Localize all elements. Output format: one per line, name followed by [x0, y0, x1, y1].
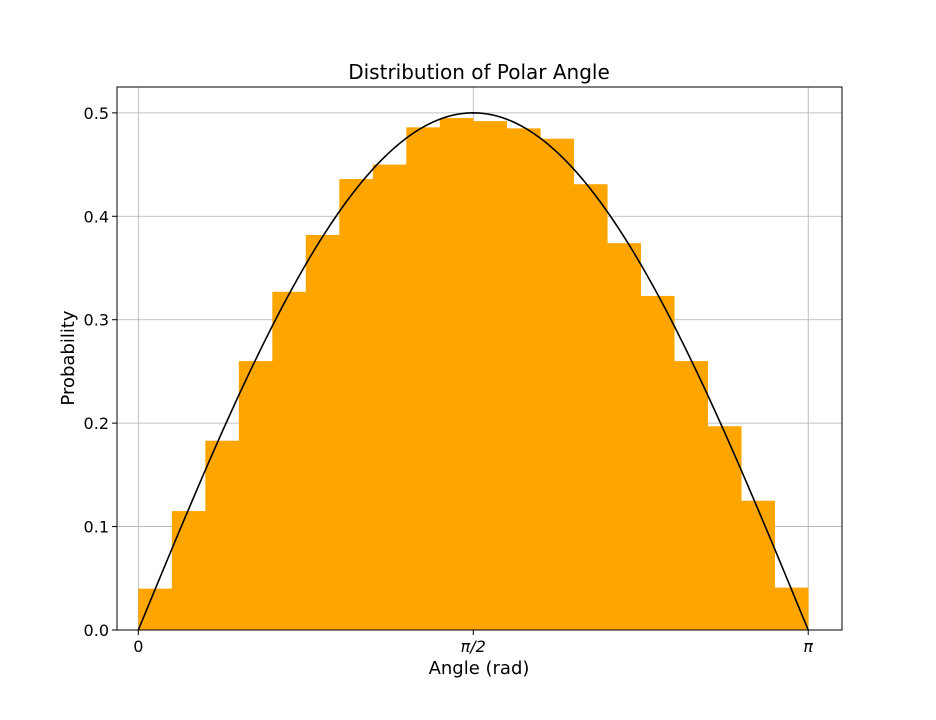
x-tick-label: π/2: [461, 637, 486, 656]
histogram-bar: [406, 127, 441, 630]
histogram-bar: [205, 440, 240, 630]
histogram-bar: [607, 243, 642, 631]
histogram-bar: [138, 588, 173, 630]
x-tick-label: 0: [133, 637, 143, 656]
histogram-bar: [506, 128, 541, 630]
chart-title: Distribution of Polar Angle: [348, 60, 610, 84]
histogram-bar: [339, 179, 374, 630]
y-tick-label: 0.4: [84, 207, 109, 226]
histogram-bar: [171, 511, 206, 630]
x-tick-label: π: [803, 637, 813, 656]
histogram-bar: [372, 164, 407, 631]
histogram-bar: [272, 291, 307, 630]
x-axis-ticks: 0 π/2 π: [133, 630, 813, 656]
y-axis-label: Probability: [58, 310, 79, 405]
sine-curve: [137, 112, 809, 631]
y-tick-label: 0.5: [84, 104, 109, 123]
y-tick-label: 0.1: [84, 518, 109, 537]
histogram-bar: [238, 361, 273, 630]
histogram-bar: [540, 138, 575, 630]
y-tick-label: 0.2: [84, 414, 109, 433]
histogram-bars: [138, 118, 809, 631]
histogram-bar: [774, 587, 809, 630]
y-tick-label: 0.3: [84, 311, 109, 330]
histogram-bar: [573, 184, 608, 631]
histogram-bar: [707, 426, 742, 630]
x-axis-label: Angle (rad): [429, 658, 530, 679]
y-axis-ticks: 0.0 0.1 0.2 0.3 0.4 0.5: [84, 104, 117, 640]
y-tick-label: 0.0: [84, 621, 109, 640]
histogram-bar: [640, 295, 675, 630]
histogram-bar: [741, 500, 776, 630]
histogram-bar: [305, 234, 340, 630]
plot-frame: [116, 86, 843, 631]
histogram-bar: [674, 361, 709, 630]
histogram-bar: [473, 121, 508, 630]
histogram-bar: [439, 118, 474, 631]
